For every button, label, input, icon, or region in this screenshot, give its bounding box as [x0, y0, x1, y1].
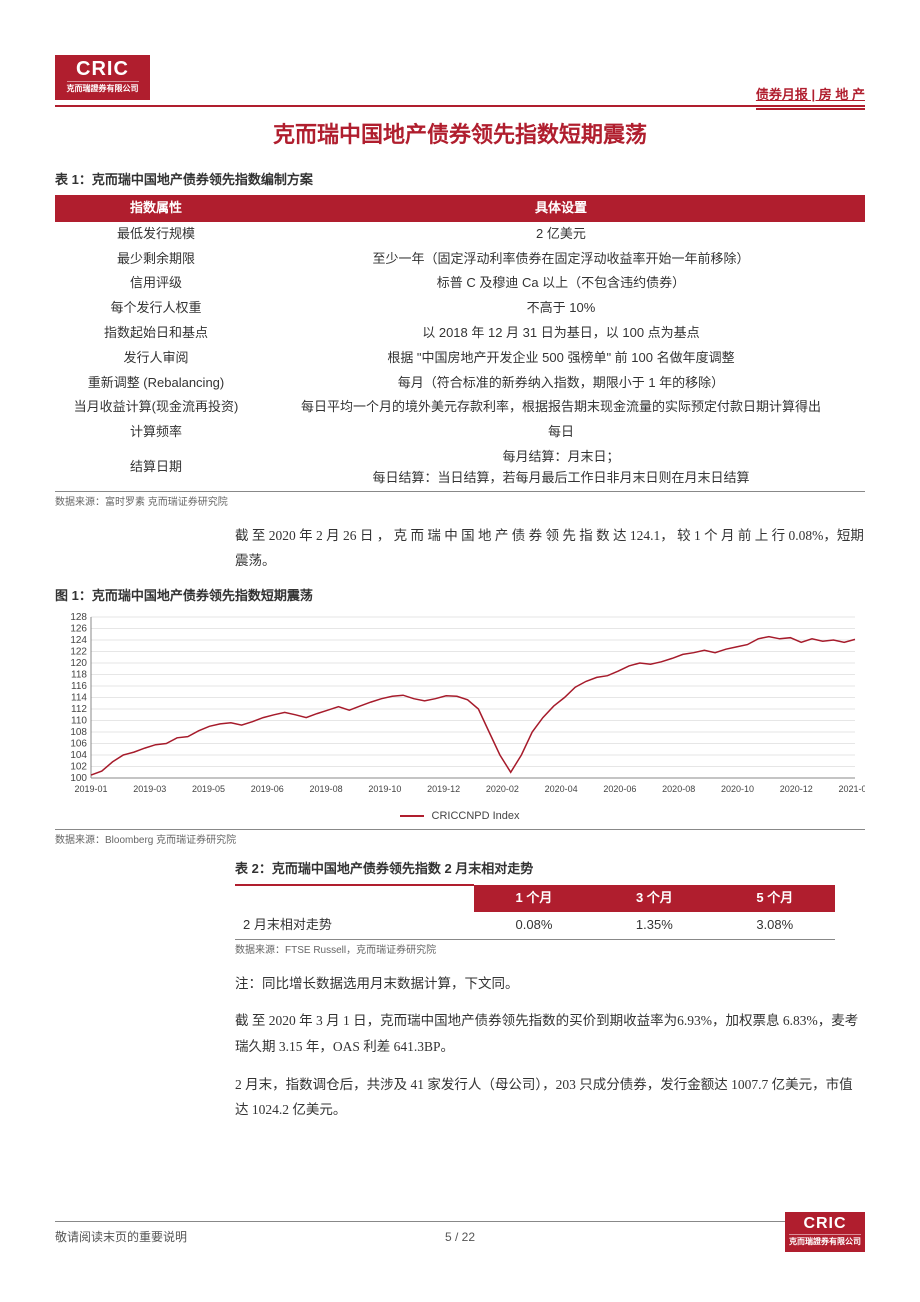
- logo-text-bottom: CRIC: [803, 1216, 846, 1232]
- table1-attr: 每个发行人权重: [55, 296, 257, 321]
- table2-row-label: 2 月末相对走势: [235, 912, 474, 939]
- table1-val: 每日平均一个月的境外美元存款利率，根据报告期末现金流量的实际预定付款日期计算得出: [257, 395, 865, 420]
- table1-val: 至少一年（固定浮动利率债券在固定浮动收益率开始一年前移除）: [257, 247, 865, 272]
- svg-text:2019-01: 2019-01: [74, 784, 107, 794]
- svg-text:120: 120: [70, 658, 87, 669]
- paragraph-2: 注：同比增长数据选用月末数据计算，下文同。: [235, 971, 865, 997]
- svg-text:2019-12: 2019-12: [427, 784, 460, 794]
- svg-text:2019-10: 2019-10: [368, 784, 401, 794]
- table1-h0: 指数属性: [55, 195, 257, 222]
- paragraph-4: 2 月末，指数调仓后，共涉及 41 家发行人（母公司），203 只成分债券，发行…: [235, 1072, 865, 1123]
- table2-h2: 3 个月: [594, 885, 714, 912]
- legend-swatch: [400, 815, 424, 817]
- svg-text:106: 106: [70, 738, 87, 749]
- svg-text:2020-12: 2020-12: [780, 784, 813, 794]
- svg-text:2019-05: 2019-05: [192, 784, 225, 794]
- table2-h-blank: [235, 885, 474, 912]
- svg-text:114: 114: [71, 692, 87, 703]
- chart-caption: 图 1：克而瑞中国地产债券领先指数短期震荡: [55, 586, 865, 607]
- svg-text:2019-03: 2019-03: [133, 784, 166, 794]
- table1-attr: 当月收益计算(现金流再投资): [55, 395, 257, 420]
- table2-v1: 1.35%: [594, 912, 714, 939]
- legend-label: CRICCNPD Index: [432, 810, 520, 822]
- footer-note: 敬请阅读末页的重要说明: [55, 1228, 187, 1247]
- table2-v0: 0.08%: [474, 912, 594, 939]
- chart-legend: CRICCNPD Index: [55, 808, 865, 826]
- table1-attr: 信用评级: [55, 271, 257, 296]
- logo-subtext: 克而瑞證券有限公司: [67, 81, 139, 96]
- header-rule: [55, 105, 865, 107]
- table2-h3: 5 个月: [715, 885, 835, 912]
- svg-text:108: 108: [70, 727, 87, 738]
- svg-text:126: 126: [70, 623, 87, 634]
- table2-source: 数据来源：FTSE Russell，克而瑞证券研究院: [235, 943, 865, 959]
- logo-text: CRIC: [76, 59, 129, 79]
- table1-attr: 最低发行规模: [55, 222, 257, 247]
- table2-caption: 表 2：克而瑞中国地产债券领先指数 2 月末相对走势: [235, 859, 865, 880]
- paragraph-3: 截 至 2020 年 3 月 1 日，克而瑞中国地产债券领先指数的买价到期收益率…: [235, 1008, 865, 1059]
- svg-text:102: 102: [70, 761, 87, 772]
- page-footer: 敬请阅读末页的重要说明 5 / 22: [55, 1221, 865, 1247]
- svg-text:2020-10: 2020-10: [721, 784, 754, 794]
- table1-source: 数据来源：富时罗素 克而瑞证券研究院: [55, 495, 865, 511]
- table1-val: 2 亿美元: [257, 222, 865, 247]
- table1-attr: 结算日期: [55, 445, 257, 491]
- svg-text:2020-08: 2020-08: [662, 784, 695, 794]
- svg-text:112: 112: [71, 704, 87, 715]
- table1-val: 每月（符合标准的新券纳入指数，期限小于 1 年的移除）: [257, 371, 865, 396]
- table1-h1: 具体设置: [257, 195, 865, 222]
- logo-subtext-bottom: 克而瑞證券有限公司: [789, 1234, 861, 1249]
- table1-val: 不高于 10%: [257, 296, 865, 321]
- svg-text:2020-02: 2020-02: [486, 784, 519, 794]
- brand-logo-bottom: CRIC 克而瑞證券有限公司: [785, 1212, 865, 1252]
- table2-v2: 3.08%: [715, 912, 835, 939]
- svg-text:116: 116: [71, 681, 87, 692]
- table1-val: 每日: [257, 420, 865, 445]
- svg-text:100: 100: [70, 773, 87, 784]
- paragraph-1: 截 至 2020 年 2 月 26 日 ， 克 而 瑞 中 国 地 产 债 券 …: [235, 523, 865, 574]
- svg-text:2019-06: 2019-06: [251, 784, 284, 794]
- table1-attr: 指数起始日和基点: [55, 321, 257, 346]
- svg-text:124: 124: [70, 635, 87, 646]
- svg-text:2020-04: 2020-04: [545, 784, 578, 794]
- svg-text:2020-06: 2020-06: [603, 784, 636, 794]
- svg-text:104: 104: [70, 750, 87, 761]
- line-chart: 1001021041061081101121141161181201221241…: [55, 611, 865, 806]
- svg-text:122: 122: [70, 646, 87, 657]
- chart-source: 数据来源：Bloomberg 克而瑞证券研究院: [55, 833, 865, 849]
- table1-caption: 表 1：克而瑞中国地产债券领先指数编制方案: [55, 170, 865, 191]
- table2-h1: 1 个月: [474, 885, 594, 912]
- table1-attr: 发行人审阅: [55, 346, 257, 371]
- table1-val: 每月结算：月末日； 每日结算：当日结算，若每月最后工作日非月末日则在月末日结算: [257, 445, 865, 491]
- table1-attr: 最少剩余期限: [55, 247, 257, 272]
- table2: 1 个月 3 个月 5 个月 2 月末相对走势 0.08% 1.35% 3.08…: [235, 884, 835, 940]
- svg-text:128: 128: [70, 612, 87, 623]
- svg-text:2019-08: 2019-08: [310, 784, 343, 794]
- svg-text:118: 118: [71, 669, 87, 680]
- svg-text:2021-02: 2021-02: [838, 784, 865, 794]
- table1-val: 根据 "中国房地产开发企业 500 强榜单" 前 100 名做年度调整: [257, 346, 865, 371]
- chart-container: 1001021041061081101121141161181201221241…: [55, 611, 865, 831]
- table1-val: 以 2018 年 12 月 31 日为基日，以 100 点为基点: [257, 321, 865, 346]
- brand-logo-top: CRIC 克而瑞證券有限公司: [55, 55, 150, 100]
- table1-val: 标普 C 及穆迪 Ca 以上（不包含违约债券）: [257, 271, 865, 296]
- table1-attr: 计算频率: [55, 420, 257, 445]
- header-category: 债券月报 | 房 地 产: [756, 85, 865, 110]
- svg-text:110: 110: [71, 715, 87, 726]
- table1: 指数属性 具体设置 最低发行规模2 亿美元最少剩余期限至少一年（固定浮动利率债券…: [55, 195, 865, 492]
- table1-attr: 重新调整 (Rebalancing): [55, 371, 257, 396]
- page-number: 5 / 22: [445, 1230, 475, 1244]
- page-title: 克而瑞中国地产债券领先指数短期震荡: [55, 117, 865, 152]
